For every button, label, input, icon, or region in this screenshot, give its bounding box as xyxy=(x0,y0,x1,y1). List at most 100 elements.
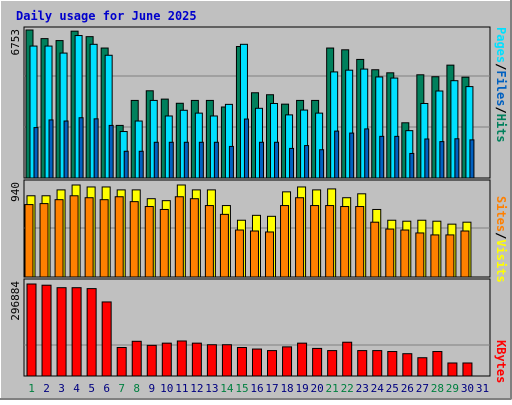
day-label-27: 27 xyxy=(416,382,429,395)
bar-pages-day-22 xyxy=(349,132,355,179)
bar-sites-day-24 xyxy=(370,221,380,278)
bar-kbytes-day-14 xyxy=(221,344,232,377)
chart-title: Daily usage for June 2025 xyxy=(16,9,197,23)
day-label-18: 18 xyxy=(280,382,293,395)
bar-kbytes-day-5 xyxy=(86,288,97,377)
day-label-31: 31 xyxy=(476,382,489,395)
bar-pages-day-29 xyxy=(454,138,460,179)
bar-sites-day-6 xyxy=(99,199,109,278)
bar-sites-day-8 xyxy=(129,201,139,278)
day-label-20: 20 xyxy=(311,382,324,395)
bar-pages-day-15 xyxy=(243,118,249,179)
day-label-19: 19 xyxy=(295,382,308,395)
bar-pages-day-4 xyxy=(78,117,84,179)
bar-sites-day-28 xyxy=(430,234,440,278)
bar-sites-day-14 xyxy=(219,213,229,278)
bar-sites-day-2 xyxy=(39,203,49,278)
bar-kbytes-day-21 xyxy=(327,350,338,377)
legend-2: Sites/Visits xyxy=(494,196,508,283)
bar-kbytes-day-22 xyxy=(342,341,353,377)
bar-kbytes-day-3 xyxy=(56,287,67,377)
bar-kbytes-day-29 xyxy=(447,362,458,377)
day-label-30: 30 xyxy=(461,382,474,395)
legend-part-hits: Hits xyxy=(494,114,508,143)
bar-sites-day-29 xyxy=(445,234,455,278)
bar-kbytes-day-6 xyxy=(101,301,112,377)
bar-sites-day-1 xyxy=(24,204,34,278)
day-label-26: 26 xyxy=(401,382,414,395)
bar-sites-day-4 xyxy=(69,195,79,278)
bar-kbytes-day-4 xyxy=(71,287,82,377)
bar-kbytes-day-24 xyxy=(372,350,383,377)
bar-sites-day-3 xyxy=(54,199,64,278)
bar-kbytes-day-17 xyxy=(267,350,278,377)
day-label-16: 16 xyxy=(250,382,263,395)
bar-sites-day-19 xyxy=(295,197,305,278)
day-label-11: 11 xyxy=(175,382,188,395)
day-label-15: 15 xyxy=(235,382,248,395)
bar-pages-day-5 xyxy=(93,118,99,179)
bar-sites-day-25 xyxy=(385,228,395,278)
y-max-label-kbytes: 296884 xyxy=(9,281,22,321)
bar-pages-day-10 xyxy=(168,141,174,179)
bar-pages-day-16 xyxy=(258,141,264,179)
bar-kbytes-day-8 xyxy=(131,340,142,377)
bar-pages-day-11 xyxy=(183,141,189,179)
bar-kbytes-day-26 xyxy=(402,353,413,377)
bar-kbytes-day-10 xyxy=(161,342,172,377)
bar-kbytes-day-13 xyxy=(206,344,217,377)
bar-sites-day-13 xyxy=(204,205,214,278)
bar-kbytes-day-25 xyxy=(387,351,398,377)
day-label-2: 2 xyxy=(43,382,50,395)
bar-sites-day-30 xyxy=(460,230,470,278)
bar-sites-day-27 xyxy=(415,232,425,278)
bar-pages-day-21 xyxy=(334,130,340,179)
bar-sites-day-22 xyxy=(340,206,350,278)
bar-pages-day-1 xyxy=(33,127,39,179)
day-label-5: 5 xyxy=(88,382,95,395)
bar-pages-day-8 xyxy=(138,150,144,179)
day-label-25: 25 xyxy=(386,382,399,395)
y-max-label-hits-files-pages: 6753 xyxy=(9,29,22,56)
legend-part-pages: Pages xyxy=(494,27,508,63)
bar-kbytes-day-9 xyxy=(146,344,157,377)
bar-sites-day-16 xyxy=(249,230,259,278)
legend-part-sep: / xyxy=(494,232,508,239)
bar-pages-day-2 xyxy=(48,119,54,179)
bar-sites-day-5 xyxy=(84,197,94,278)
day-label-24: 24 xyxy=(371,382,385,395)
bar-pages-day-30 xyxy=(469,139,475,179)
bar-sites-day-12 xyxy=(189,198,199,278)
legend-part-files: Files xyxy=(494,70,508,106)
day-label-22: 22 xyxy=(341,382,354,395)
day-label-17: 17 xyxy=(265,382,278,395)
bar-pages-day-24 xyxy=(379,135,385,179)
bar-kbytes-day-27 xyxy=(417,357,428,377)
bar-pages-day-13 xyxy=(213,141,219,179)
day-label-9: 9 xyxy=(148,382,155,395)
legend-part-sep: / xyxy=(494,106,508,113)
bar-sites-day-18 xyxy=(280,205,290,278)
bar-pages-day-19 xyxy=(304,145,310,179)
bar-kbytes-day-18 xyxy=(282,346,293,377)
legend-part-sites: Sites xyxy=(494,196,508,232)
bar-kbytes-day-7 xyxy=(116,346,127,377)
bar-kbytes-day-23 xyxy=(357,350,368,377)
bar-pages-day-3 xyxy=(63,120,69,179)
bar-sites-day-11 xyxy=(174,196,184,278)
bar-pages-day-14 xyxy=(228,145,234,179)
bar-pages-day-25 xyxy=(394,135,400,179)
bar-pages-day-18 xyxy=(289,147,295,179)
bar-sites-day-17 xyxy=(265,231,275,278)
bar-sites-day-9 xyxy=(144,206,154,278)
bar-kbytes-day-2 xyxy=(41,284,52,377)
bar-kbytes-day-15 xyxy=(236,346,247,377)
day-label-23: 23 xyxy=(356,382,369,395)
bar-pages-day-23 xyxy=(364,128,370,179)
day-label-14: 14 xyxy=(220,382,234,395)
x-axis-day-labels: 1 2 3 4 5 6 7 8 9 10 11 12 13 14 15 16 17 18 19 20 21 22 23 24 2… xyxy=(28,382,489,395)
bar-kbytes-day-28 xyxy=(432,351,443,377)
